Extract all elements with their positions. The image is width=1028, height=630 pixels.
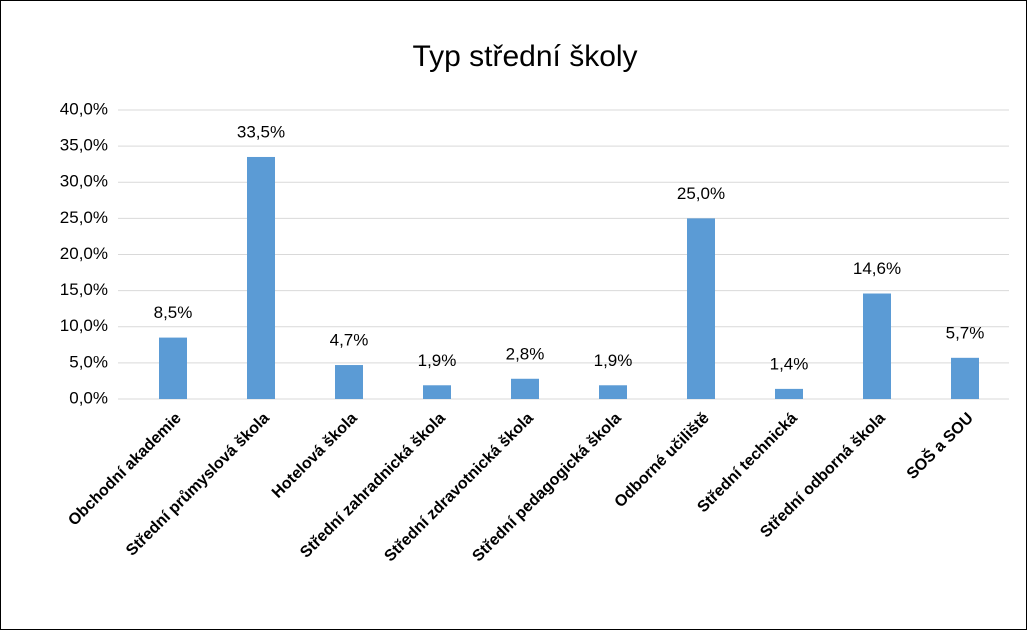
- bar: [159, 337, 187, 399]
- chart-title: Typ střední školy: [412, 40, 637, 73]
- data-label: 1,4%: [770, 354, 809, 373]
- data-label: 25,0%: [677, 184, 725, 203]
- y-tick-label: 25,0%: [60, 208, 108, 227]
- data-label: 1,9%: [418, 351, 457, 370]
- y-tick-label: 10,0%: [60, 316, 108, 335]
- data-label: 2,8%: [506, 344, 545, 363]
- y-tick-label: 0,0%: [69, 388, 108, 407]
- bar: [511, 378, 539, 399]
- data-label: 5,7%: [946, 323, 985, 342]
- y-tick-label: 5,0%: [69, 352, 108, 371]
- y-tick-label: 35,0%: [60, 136, 108, 155]
- y-tick-label: 30,0%: [60, 172, 108, 191]
- bar: [423, 385, 451, 399]
- data-label: 4,7%: [330, 331, 369, 350]
- bar: [247, 156, 275, 399]
- bar: [775, 388, 803, 399]
- bar: [951, 357, 979, 399]
- data-label: 1,9%: [594, 351, 633, 370]
- data-label: 8,5%: [154, 303, 193, 322]
- y-tick-label: 40,0%: [60, 99, 108, 118]
- bar: [863, 293, 891, 399]
- bar: [687, 218, 715, 399]
- bar: [599, 385, 627, 399]
- bar: [335, 365, 363, 399]
- data-label: 14,6%: [853, 259, 901, 278]
- y-tick-label: 15,0%: [60, 280, 108, 299]
- data-label: 33,5%: [237, 122, 285, 141]
- y-tick-label: 20,0%: [60, 244, 108, 263]
